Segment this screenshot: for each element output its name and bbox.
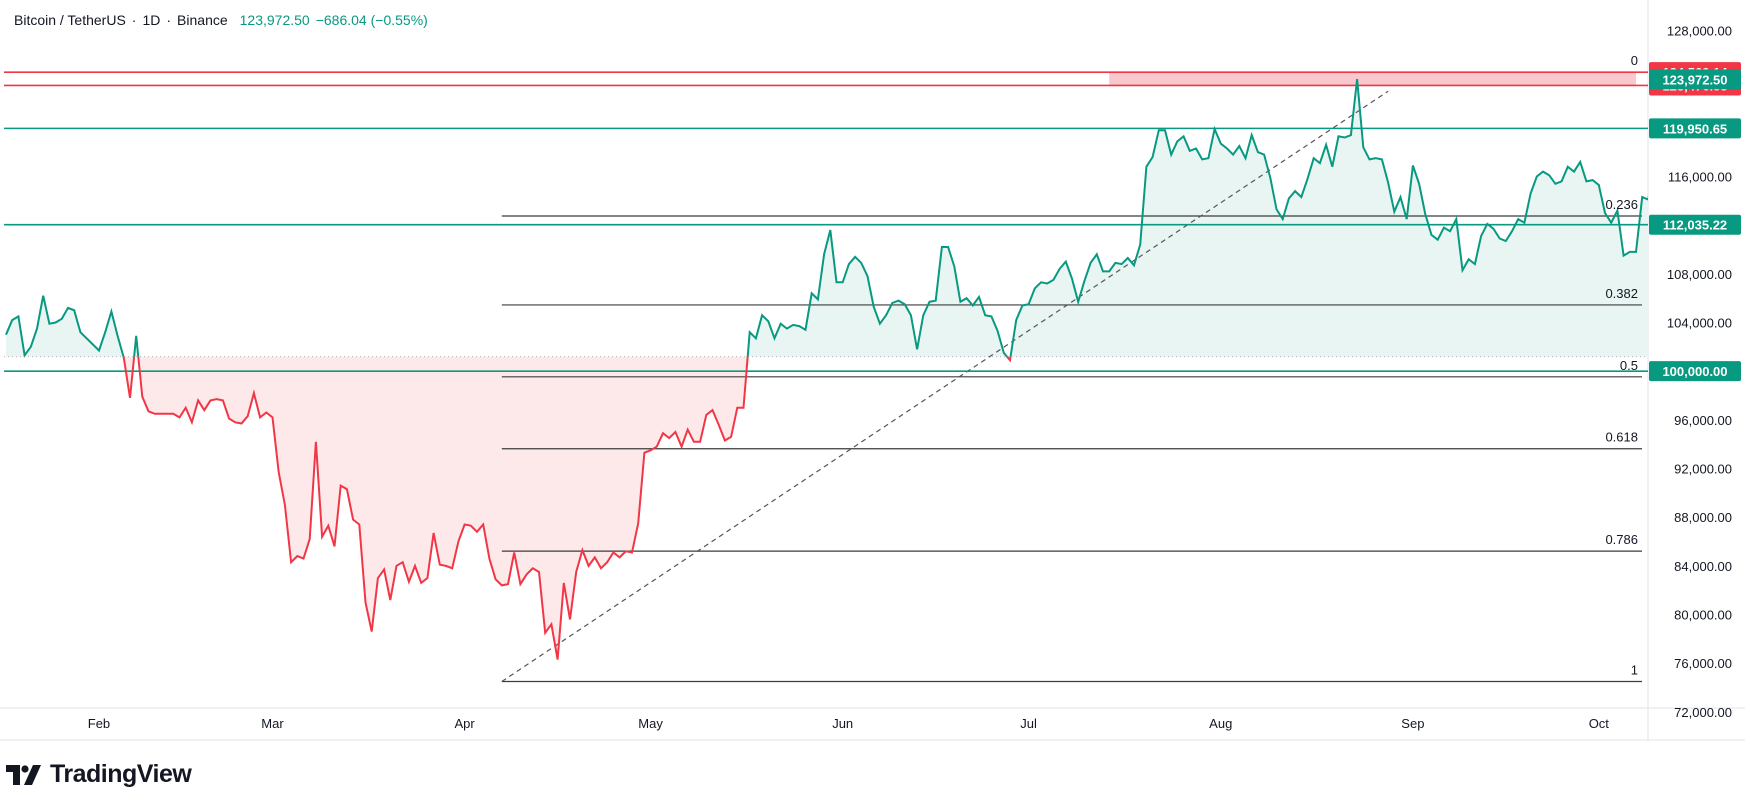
fib-label: 0.236 [1605, 197, 1638, 212]
x-tick-label: Jul [1020, 716, 1037, 731]
level-price-tag-bg [1649, 118, 1741, 139]
price-chart[interactable]: 00.2360.3820.50.6180.7861128,000.00124,0… [0, 0, 1745, 745]
trendline [501, 90, 1389, 682]
area-fill-up [6, 79, 1648, 357]
y-tick-label: 92,000.00 [1674, 462, 1732, 477]
chart-area[interactable]: 00.2360.3820.50.6180.7861128,000.00124,0… [0, 0, 1745, 745]
y-tick-label: 76,000.00 [1674, 656, 1732, 671]
price-line-down [23, 356, 1012, 660]
y-tick-label: 88,000.00 [1674, 510, 1732, 525]
last-price: 123,972.50 [239, 12, 310, 28]
separator-dot: · [166, 12, 172, 28]
x-tick-label: Oct [1589, 716, 1610, 731]
exchange: Binance [177, 12, 228, 28]
y-tick-label: 72,000.00 [1674, 705, 1732, 720]
y-tick-label: 104,000.00 [1667, 315, 1732, 330]
level-price-tag: 119,950.65 [1663, 121, 1727, 136]
last-price-tag: 123,972.50 [1662, 72, 1727, 87]
interval[interactable]: 1D [142, 12, 161, 28]
x-tick-label: Aug [1209, 716, 1232, 731]
x-tick-label: May [638, 716, 663, 731]
fib-label: 0.786 [1605, 532, 1638, 547]
y-tick-label: 108,000.00 [1667, 267, 1732, 282]
x-tick-label: Jun [832, 716, 853, 731]
y-tick-label: 84,000.00 [1674, 559, 1732, 574]
x-tick-label: Feb [88, 716, 110, 731]
plot-group [4, 71, 1648, 683]
price-line-up [5, 78, 1648, 357]
tradingview-logo-icon [6, 764, 41, 785]
last-price-tag-bg [1649, 69, 1741, 90]
level-price-tag: 100,000.00 [1662, 364, 1727, 379]
fib-label: 0.618 [1605, 430, 1638, 445]
symbol-header: Bitcoin / TetherUS · 1D · Binance 123,97… [14, 12, 428, 28]
y-tick-label: 96,000.00 [1674, 413, 1732, 428]
fib-label: 1 [1631, 662, 1638, 677]
level-price-tag: 112,035.22 [1663, 218, 1727, 233]
separator-dot: · [131, 12, 137, 28]
y-tick-label: 128,000.00 [1667, 23, 1732, 38]
tradingview-logo[interactable]: TradingView [6, 760, 192, 789]
x-tick-label: Mar [261, 716, 284, 731]
fib-label: 0.382 [1605, 286, 1638, 301]
resistance-zone [1109, 72, 1636, 86]
x-tick-label: Apr [455, 716, 476, 731]
fib-label: 0 [1631, 53, 1638, 68]
price-change: −686.04 (−0.55%) [315, 12, 428, 28]
x-tick-label: Sep [1401, 716, 1424, 731]
level-price-tag-bg [1649, 214, 1741, 235]
y-tick-label: 116,000.00 [1668, 169, 1732, 184]
level-price-tag-bg [1649, 361, 1741, 382]
brand-name: TradingView [50, 760, 192, 788]
area-fill-down [123, 356, 1011, 660]
fib-label: 0.5 [1620, 358, 1638, 373]
symbol-name[interactable]: Bitcoin / TetherUS [14, 12, 126, 28]
y-tick-label: 80,000.00 [1674, 608, 1732, 623]
